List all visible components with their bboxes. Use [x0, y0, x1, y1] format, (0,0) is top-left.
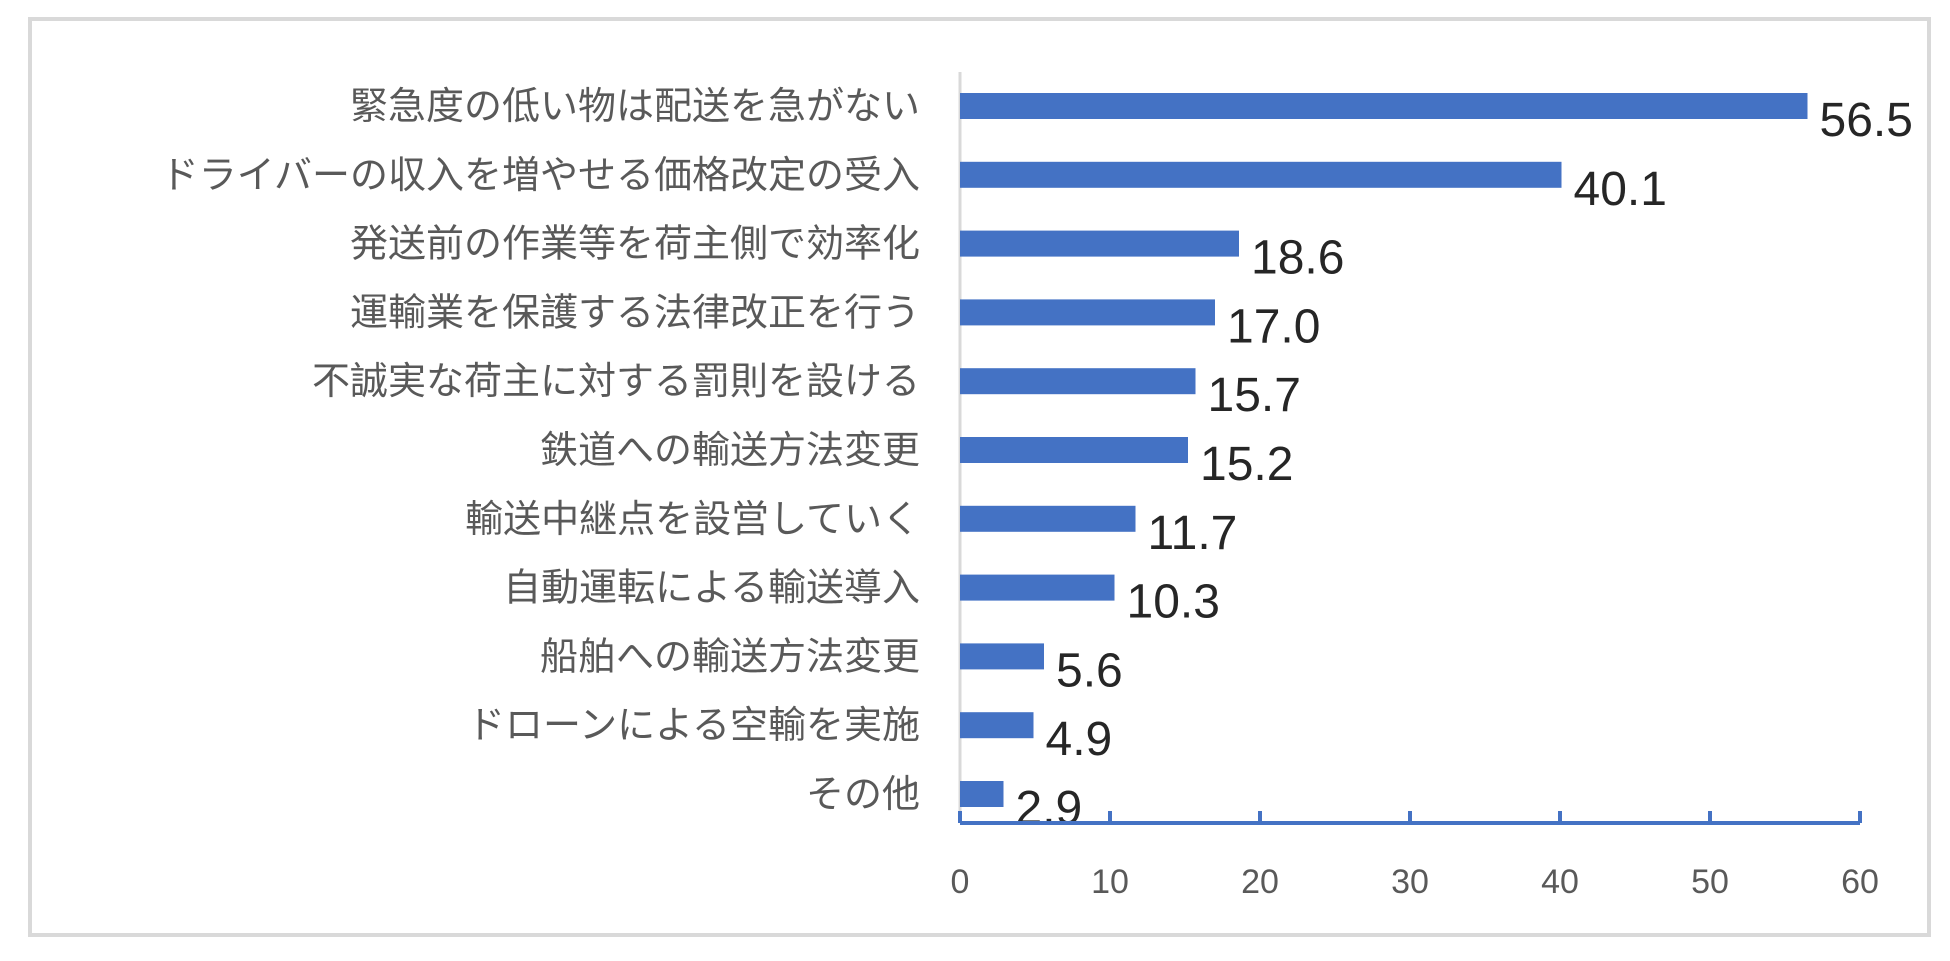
bar: [960, 230, 1239, 257]
category-label: ドローンによる空輸を実施: [467, 703, 920, 747]
category-label: 自動運転による輸送導入: [503, 566, 920, 610]
x-tick-label: 0: [951, 863, 970, 901]
bar: [960, 505, 1136, 532]
category-label: 鉄道への輸送方法変更: [540, 428, 920, 472]
category-label: 船舶への輸送方法変更: [540, 634, 920, 678]
bar: [960, 643, 1044, 670]
data-label: 15.7: [1208, 369, 1301, 422]
data-label: 11.7: [1148, 507, 1238, 560]
x-tick-label: 20: [1241, 863, 1279, 901]
data-label: 2.9: [1016, 782, 1083, 835]
bar: [960, 93, 1808, 119]
bar: [960, 161, 1562, 188]
data-label: 40.1: [1574, 163, 1667, 216]
x-tick-label: 10: [1091, 863, 1129, 901]
category-label: 不誠実な荷主に対する罰則を設ける: [312, 359, 920, 403]
category-label: 輸送中継点を設営していく: [465, 497, 920, 541]
x-tick-label: 40: [1541, 863, 1579, 901]
bar: [960, 368, 1196, 395]
x-tick-label: 60: [1841, 863, 1879, 901]
category-label: ドライバーの収入を増やせる価格改定の受入: [161, 153, 920, 197]
data-label: 17.0: [1227, 300, 1320, 353]
data-label: 15.2: [1200, 438, 1293, 491]
data-label: 5.6: [1056, 644, 1123, 697]
category-label: 緊急度の低い物は配送を急がない: [350, 84, 920, 128]
bar: [960, 781, 1004, 807]
bar: [960, 299, 1215, 326]
data-label: 18.6: [1251, 232, 1344, 285]
x-tick-label: 50: [1691, 863, 1729, 901]
data-label: 10.3: [1127, 576, 1220, 629]
bar: [960, 712, 1034, 739]
data-label: 4.9: [1046, 713, 1113, 766]
x-tick-label: 30: [1391, 863, 1429, 901]
category-label: 運輸業を保護する法律改正を行う: [350, 290, 920, 334]
bar: [960, 574, 1115, 601]
bar: [960, 437, 1188, 463]
category-label: その他: [806, 772, 920, 816]
category-label: 発送前の作業等を荷主側で効率化: [350, 222, 920, 266]
data-label: 56.5: [1820, 94, 1913, 147]
